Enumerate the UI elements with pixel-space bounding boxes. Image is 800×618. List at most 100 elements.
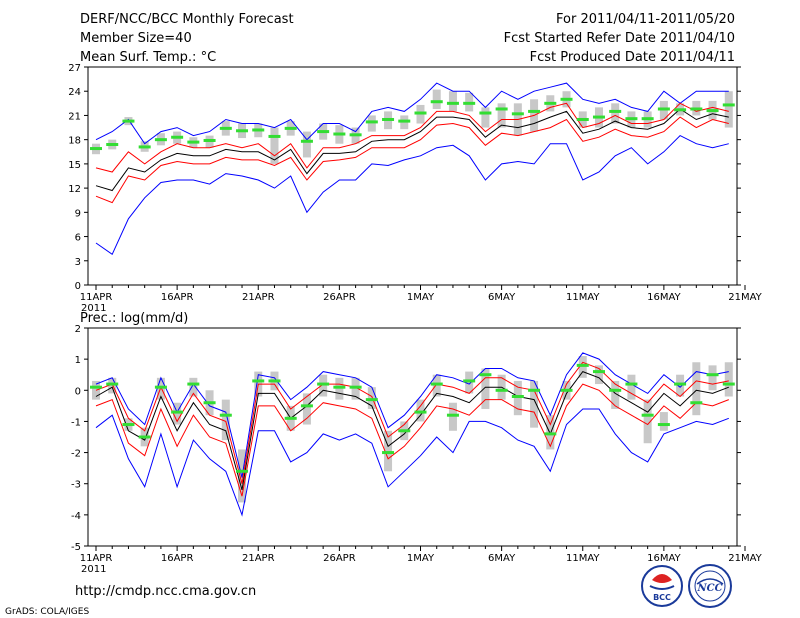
prec-obs-mark <box>722 382 735 386</box>
prec-plot-frame <box>87 327 738 547</box>
prec-obs-mark <box>171 410 184 414</box>
prec-spread-box <box>627 374 636 400</box>
prec-obs-mark <box>690 401 703 405</box>
temp-obs-mark <box>674 108 687 112</box>
prec-obs-mark <box>90 385 102 389</box>
prec-spread-box <box>692 362 701 416</box>
temp-series-upper <box>95 102 729 173</box>
prec-obs-mark <box>138 435 151 439</box>
temp-obs-mark <box>641 117 654 121</box>
temp-ytick-label: 18 <box>68 136 81 147</box>
ncc-logo: NCC <box>688 564 732 608</box>
precip-chart-title: Prec.: log(mm/d) <box>80 311 188 326</box>
prec-obs-mark <box>187 382 200 386</box>
temp-ytick-label: 15 <box>68 160 81 171</box>
header-member-size: Member Size=40 <box>80 31 192 46</box>
prec-obs-mark <box>495 388 508 392</box>
prec-spread-box <box>448 402 457 431</box>
prec-spread-box <box>108 377 117 394</box>
prec-series-upper <box>95 361 729 484</box>
temp-obs-mark <box>430 100 443 104</box>
prec-obs-mark <box>219 413 232 417</box>
prec-spread-box <box>335 377 344 400</box>
prec-spread-box <box>189 377 198 397</box>
temp-obs-mark <box>219 126 232 130</box>
prec-spread-box <box>384 430 393 472</box>
temp-ytick-label: 3 <box>75 257 81 268</box>
temp-obs-mark <box>187 140 200 144</box>
prec-ytick-label: -4 <box>71 511 81 522</box>
temp-ytick-label: 9 <box>75 208 81 219</box>
temp-ytick-label: 0 <box>75 281 81 292</box>
prec-spread-box <box>432 374 441 397</box>
temp-obs-mark <box>171 135 184 139</box>
prec-xtick-label: 21MAY <box>728 553 762 564</box>
prec-series-min <box>95 408 729 517</box>
bcc-logo: BCC <box>641 565 683 607</box>
temp-obs-mark <box>203 138 216 142</box>
prec-ytick-label: -2 <box>71 449 81 460</box>
prec-xtick-label: 21APR <box>242 553 275 564</box>
temp-obs-mark <box>690 107 703 111</box>
prec-spread-box <box>156 377 165 400</box>
prec-year-label: 2011 <box>81 564 106 575</box>
temp-xtick-label: 21MAY <box>728 292 762 303</box>
prec-obs-mark <box>122 423 135 427</box>
temp-xtick-label: 11MAY <box>566 292 600 303</box>
temp-obs-mark <box>592 115 605 119</box>
prec-obs-mark <box>609 388 622 392</box>
header-produced-date: Fcst Produced Date 2011/04/11 <box>530 50 735 65</box>
prec-obs-mark <box>657 423 670 427</box>
prec-spread-box <box>481 368 490 409</box>
prec-series-lower <box>95 383 729 497</box>
header-refer-date: Fcst Started Refer Date 2011/04/10 <box>504 31 735 46</box>
temp-obs-mark <box>284 126 297 130</box>
prec-xtick-label: 11APR <box>80 553 113 564</box>
prec-ytick-label: -1 <box>71 417 81 428</box>
precipitation-chart: -5 -4 -3 -2 -1 0 1 2 11APR 16APR 21APR 26APR 1MAY 6MA… <box>71 324 763 575</box>
temp-obs-mark <box>625 117 638 121</box>
temp-ytick-label: 24 <box>68 87 81 98</box>
prec-obs-mark <box>414 410 427 414</box>
prec-obs-mark <box>349 385 362 389</box>
temp-obs-mark <box>414 111 427 115</box>
prec-obs-mark <box>528 388 541 392</box>
temperature-chart: 0 3 6 9 12 15 18 21 24 27 11APR 16APR 21APR 26APR 1MAY… <box>68 63 762 314</box>
temp-obs-mark <box>349 133 362 137</box>
prec-xtick-label: 16MAY <box>647 553 681 564</box>
prec-obs-mark <box>446 413 459 417</box>
temp-obs-mark <box>300 139 313 143</box>
prec-spread-box <box>173 402 182 425</box>
temp-obs-mark <box>576 117 589 121</box>
prec-obs-mark <box>592 370 605 374</box>
prec-spread-box <box>643 399 652 444</box>
header-title: DERF/NCC/BCC Monthly Forecast <box>80 12 294 27</box>
prec-obs-mark <box>365 398 378 402</box>
temp-ytick-label: 21 <box>68 111 81 122</box>
temp-xtick-label: 21APR <box>242 292 275 303</box>
prec-xtick-label: 6MAY <box>488 553 516 564</box>
temp-obs-mark <box>560 97 573 101</box>
prec-spread-box <box>351 377 360 400</box>
prec-obs-mark <box>300 404 313 408</box>
temp-obs-mark <box>511 112 524 116</box>
temp-spread-box <box>448 91 457 112</box>
temp-ytick-label: 27 <box>68 63 81 74</box>
temp-obs-mark <box>528 109 541 113</box>
temp-obs-mark <box>382 117 395 121</box>
footer-grads: GrADS: COLA/IGES <box>5 607 89 617</box>
prec-spread-box <box>416 399 425 422</box>
prec-ytick-label: 2 <box>75 324 81 335</box>
prec-spread-box <box>659 412 668 431</box>
prec-spread-box <box>708 365 717 391</box>
temp-series-min <box>95 134 729 256</box>
temp-xtick-label: 16APR <box>161 292 194 303</box>
prec-xtick-label: 11MAY <box>566 553 600 564</box>
prec-obs-mark <box>398 429 411 433</box>
temp-obs-mark <box>495 107 508 111</box>
temp-xtick-label: 1MAY <box>407 292 435 303</box>
prec-obs-mark <box>333 385 346 389</box>
prec-xtick-label: 1MAY <box>407 553 435 564</box>
prec-spread-box <box>302 393 311 425</box>
